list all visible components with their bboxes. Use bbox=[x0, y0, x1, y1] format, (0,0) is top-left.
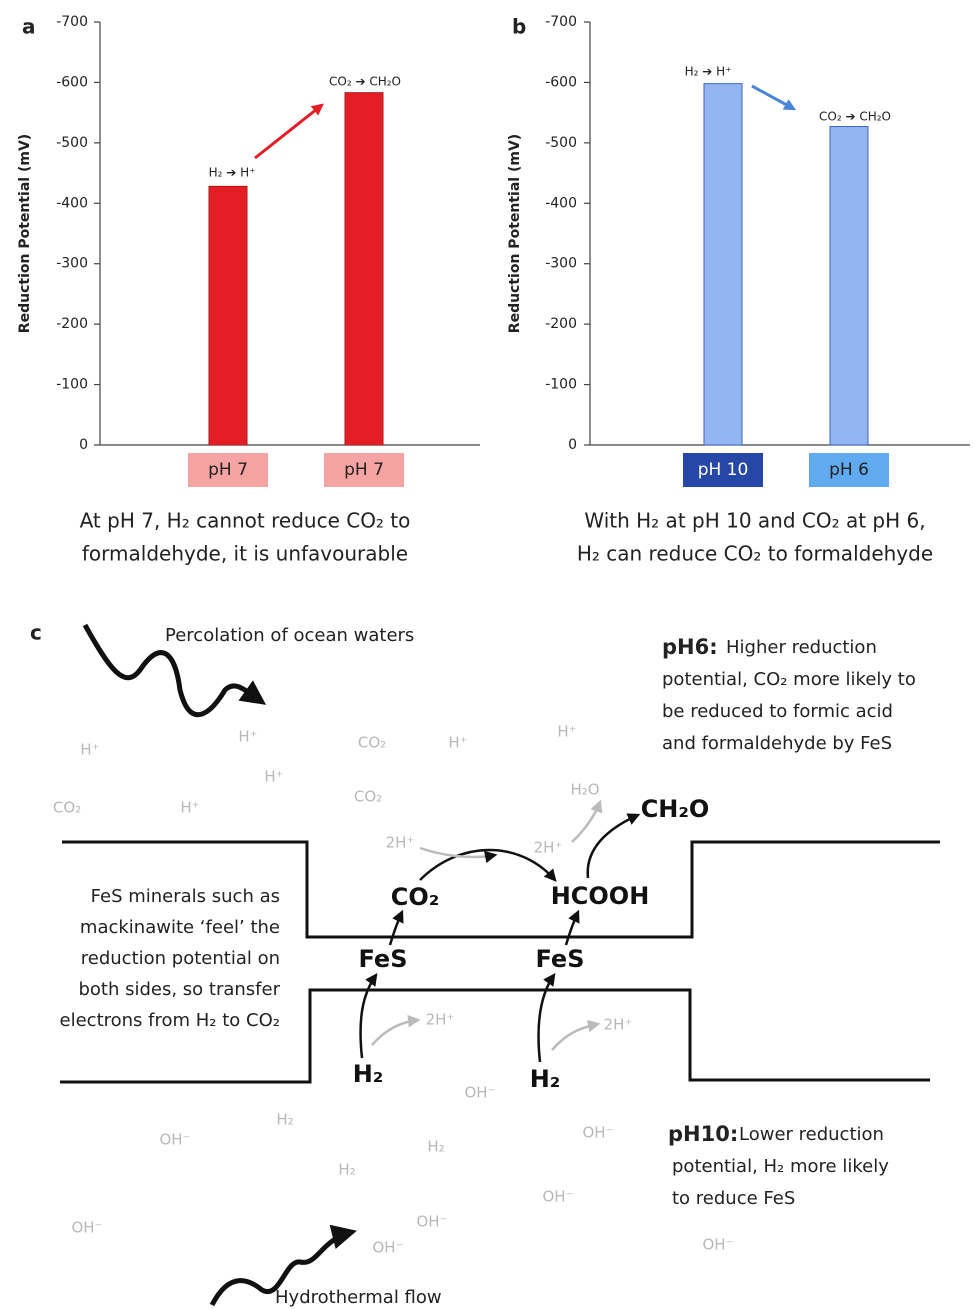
caption: With H₂ at pH 10 and CO₂ at pH 6, bbox=[584, 509, 925, 533]
annotation: H₂ ➔ H⁺ bbox=[685, 65, 732, 79]
molecule: CH₂O bbox=[641, 795, 710, 823]
y-tick-label: -300 bbox=[56, 256, 88, 272]
species: OH⁻ bbox=[416, 1213, 447, 1231]
species: H⁺ bbox=[238, 728, 257, 746]
y-tick-label: -200 bbox=[545, 316, 577, 332]
note-line: FeS minerals such as bbox=[91, 886, 280, 907]
species: 2H⁺ bbox=[604, 1016, 633, 1034]
species: H⁺ bbox=[448, 734, 467, 752]
molecule: H₂ bbox=[353, 1060, 384, 1088]
y-tick-label: -200 bbox=[56, 316, 88, 332]
species: OH⁻ bbox=[159, 1131, 190, 1149]
species: H₂ bbox=[427, 1138, 444, 1156]
x-tick-label: pH 7 bbox=[208, 460, 248, 480]
species: CO₂ bbox=[53, 799, 81, 817]
note-line: potential, CO₂ more likely to bbox=[662, 669, 916, 690]
y-axis-label: Reduction Potential (mV) bbox=[507, 134, 523, 333]
panel-label: b bbox=[512, 15, 526, 39]
species: H₂ bbox=[338, 1161, 355, 1179]
caption: At pH 7, H₂ cannot reduce CO₂ to bbox=[80, 509, 411, 533]
species: H₂O bbox=[570, 781, 599, 799]
arrow bbox=[552, 1024, 598, 1050]
note-line: to reduce FeS bbox=[672, 1188, 795, 1209]
species: H⁺ bbox=[557, 723, 576, 741]
bar bbox=[830, 127, 868, 445]
y-tick-label: -100 bbox=[56, 377, 88, 393]
caption: formaldehyde, it is unfavourable bbox=[82, 542, 408, 566]
species: OH⁻ bbox=[542, 1188, 573, 1206]
note-line: reduction potential on bbox=[81, 948, 280, 969]
molecule: FeS bbox=[359, 945, 408, 973]
y-tick-label: -700 bbox=[545, 14, 577, 30]
panel-label: c bbox=[30, 621, 42, 645]
bar bbox=[345, 93, 383, 445]
species: 2H⁺ bbox=[426, 1011, 455, 1029]
flow-label: Percolation of ocean waters bbox=[165, 625, 414, 646]
note-heading: pH6: bbox=[662, 635, 718, 659]
y-tick-label: -600 bbox=[545, 74, 577, 90]
y-tick-label: -500 bbox=[545, 135, 577, 151]
arrow bbox=[361, 975, 376, 1058]
annotation: H₂ ➔ H⁺ bbox=[209, 166, 256, 180]
arrow bbox=[372, 1020, 418, 1045]
y-tick-label: -400 bbox=[545, 195, 577, 211]
figure: a Reduction Potential (mV) 0 -100 -200 -300 -4… bbox=[0, 0, 975, 1309]
note-heading: pH10: bbox=[668, 1122, 738, 1146]
species: OH⁻ bbox=[702, 1236, 733, 1254]
note-line: Higher reduction bbox=[726, 637, 877, 658]
species: 2H⁺ bbox=[386, 834, 415, 852]
molecule: CO₂ bbox=[391, 883, 440, 911]
note-line: mackinawite ‘feel’ the bbox=[80, 917, 280, 938]
species: 2H⁺ bbox=[534, 839, 563, 857]
species: CO₂ bbox=[354, 788, 382, 806]
arrow bbox=[566, 912, 578, 945]
y-tick-label: 0 bbox=[79, 437, 88, 453]
y-tick-label: -700 bbox=[56, 14, 88, 30]
species: H₂ bbox=[276, 1111, 293, 1129]
molecule: HCOOH bbox=[551, 882, 650, 910]
y-tick-label: -400 bbox=[56, 195, 88, 211]
x-tick-label: pH 6 bbox=[829, 460, 869, 480]
note-line: both sides, so transfer bbox=[78, 979, 280, 1000]
arrow bbox=[752, 86, 794, 109]
annotation: CO₂ ➔ CH₂O bbox=[329, 75, 401, 89]
arrow bbox=[390, 912, 402, 945]
flow-label: Hydrothermal flow bbox=[275, 1287, 442, 1308]
species: OH⁻ bbox=[372, 1239, 403, 1257]
molecule: H₂ bbox=[530, 1065, 561, 1093]
note-line: and formaldehyde by FeS bbox=[662, 733, 892, 754]
arrow bbox=[255, 105, 322, 158]
molecule: FeS bbox=[536, 945, 585, 973]
note-line: Lower reduction bbox=[739, 1124, 884, 1145]
lower-boundary bbox=[60, 990, 930, 1082]
y-tick-label: -300 bbox=[545, 256, 577, 272]
y-axis-label: Reduction Potential (mV) bbox=[17, 134, 33, 333]
bar bbox=[704, 84, 742, 445]
species: H⁺ bbox=[180, 799, 199, 817]
caption: H₂ can reduce CO₂ to formaldehyde bbox=[577, 542, 933, 566]
note-line: potential, H₂ more likely bbox=[672, 1156, 889, 1177]
annotation: CO₂ ➔ CH₂O bbox=[819, 110, 891, 124]
y-tick-label: -600 bbox=[56, 74, 88, 90]
species: OH⁻ bbox=[582, 1124, 613, 1142]
charts: a Reduction Potential (mV) 0 -100 -200 -300 -4… bbox=[17, 14, 970, 566]
x-tick-label: pH 7 bbox=[344, 460, 384, 480]
panel-label: a bbox=[22, 15, 36, 39]
species: H⁺ bbox=[264, 768, 283, 786]
diagram: c Percolation of ocean waters Hydrotherm… bbox=[30, 621, 940, 1309]
y-tick-label: -500 bbox=[56, 135, 88, 151]
note-line: be reduced to formic acid bbox=[662, 701, 893, 722]
arrow bbox=[588, 815, 638, 878]
note-line: electrons from H₂ to CO₂ bbox=[60, 1010, 280, 1031]
species: H⁺ bbox=[80, 741, 99, 759]
x-tick-label: pH 10 bbox=[698, 460, 749, 480]
species: CO₂ bbox=[358, 734, 386, 752]
arrow bbox=[572, 802, 600, 842]
species: OH⁻ bbox=[71, 1219, 102, 1237]
y-tick-label: -100 bbox=[545, 377, 577, 393]
bar bbox=[209, 186, 247, 445]
species: OH⁻ bbox=[464, 1084, 495, 1102]
y-tick-label: 0 bbox=[568, 437, 577, 453]
